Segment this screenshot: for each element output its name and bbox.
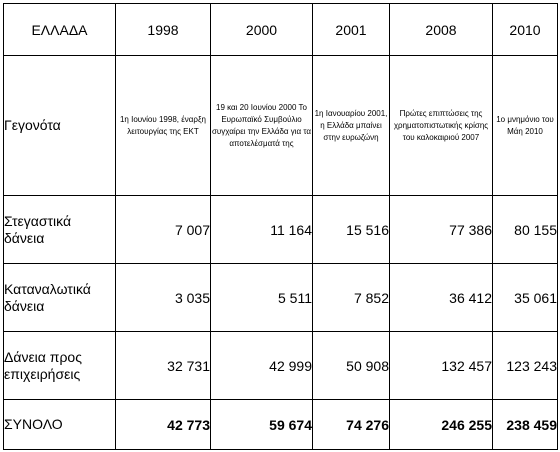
year-header-2000: 2000 <box>210 3 313 56</box>
value-cell: 42 999 <box>210 331 313 400</box>
year-header-1998: 1998 <box>115 3 211 56</box>
total-value-cell: 42 773 <box>115 399 211 450</box>
corner-cell: ΕΛΛΑΔΑ <box>3 3 116 56</box>
table-row-consumer-loans: Καταναλωτικά δάνεια 3 035 5 511 7 852 36… <box>3 263 558 332</box>
value-cell: 5 511 <box>210 263 313 332</box>
greece-loans-table: ΕΛΛΑΔΑ 1998 2000 2001 2008 2010 Γεγονότα… <box>3 3 558 450</box>
value-cell: 80 155 <box>492 195 558 264</box>
value-cell: 35 061 <box>492 263 558 332</box>
events-row: Γεγονότα 1η Ιουνίου 1998, έναρξη λειτουρ… <box>3 55 558 196</box>
event-2001: 1η Ιανουαρίου 2001, η Ελλάδα μπαίνει στη… <box>312 55 390 196</box>
event-2010: 1ο μνημόνιο του Μάη 2010 <box>492 55 558 196</box>
event-1998: 1η Ιουνίου 1998, έναρξη λειτουργίας της … <box>115 55 211 196</box>
value-cell: 77 386 <box>389 195 493 264</box>
value-cell: 7 007 <box>115 195 211 264</box>
value-cell: 15 516 <box>312 195 390 264</box>
value-cell: 50 908 <box>312 331 390 400</box>
value-cell: 123 243 <box>492 331 558 400</box>
value-cell: 7 852 <box>312 263 390 332</box>
table-row-housing-loans: Στεγαστικά δάνεια 7 007 11 164 15 516 77… <box>3 195 558 264</box>
value-cell: 32 731 <box>115 331 211 400</box>
events-label: Γεγονότα <box>3 55 116 196</box>
event-2000: 19 και 20 Ιουνίου 2000 Το Ευρωπαϊκό Συμβ… <box>210 55 313 196</box>
year-header-2001: 2001 <box>312 3 390 56</box>
total-value-cell: 74 276 <box>312 399 390 450</box>
year-header-2010: 2010 <box>492 3 558 56</box>
row-label-consumer-loans: Καταναλωτικά δάνεια <box>3 263 116 332</box>
year-header-2008: 2008 <box>389 3 493 56</box>
total-value-cell: 246 255 <box>389 399 493 450</box>
value-cell: 11 164 <box>210 195 313 264</box>
total-value-cell: 59 674 <box>210 399 313 450</box>
value-cell: 132 457 <box>389 331 493 400</box>
value-cell: 3 035 <box>115 263 211 332</box>
value-cell: 36 412 <box>389 263 493 332</box>
row-label-housing-loans: Στεγαστικά δάνεια <box>3 195 116 264</box>
row-label-business-loans: Δάνεια προς επιχειρήσεις <box>3 331 116 400</box>
event-2008: Πρώτες επιπτώσεις της χρηματοπιστωτικής … <box>389 55 493 196</box>
total-value-cell: 238 459 <box>492 399 558 450</box>
row-label-total: ΣΥΝΟΛΟ <box>3 399 116 450</box>
table-row-total: ΣΥΝΟΛΟ 42 773 59 674 74 276 246 255 238 … <box>3 399 558 450</box>
table-row-business-loans: Δάνεια προς επιχειρήσεις 32 731 42 999 5… <box>3 331 558 400</box>
header-row: ΕΛΛΑΔΑ 1998 2000 2001 2008 2010 <box>3 3 558 56</box>
